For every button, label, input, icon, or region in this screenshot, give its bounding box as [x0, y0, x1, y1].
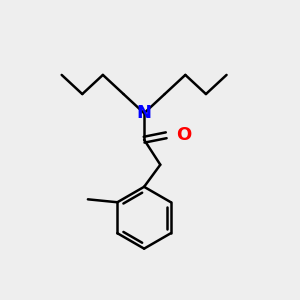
Text: O: O [176, 126, 192, 144]
Text: N: N [136, 104, 152, 122]
